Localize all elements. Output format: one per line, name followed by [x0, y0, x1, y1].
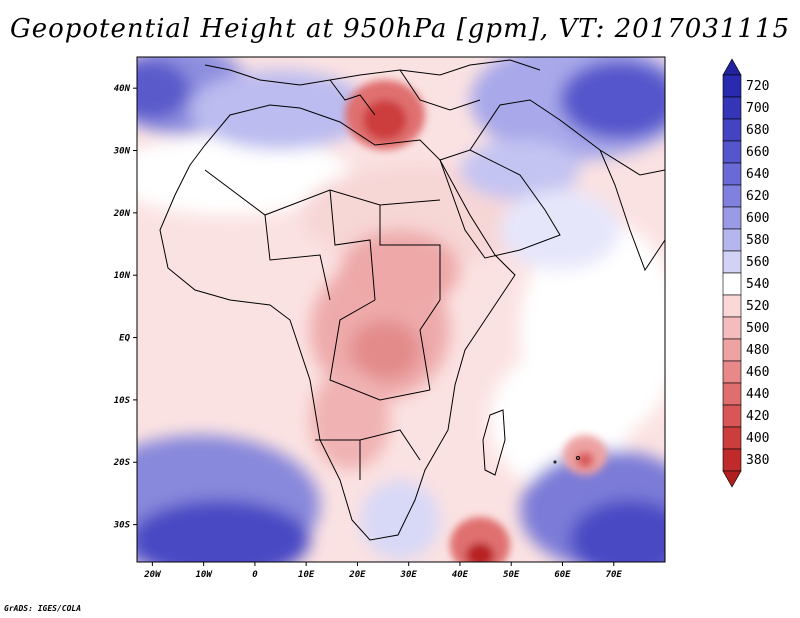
colorbar-label: 520 — [746, 299, 769, 314]
x-tick-label: 0 — [252, 570, 258, 580]
colorbar-label: 460 — [746, 365, 769, 380]
colorbar: 720 700 680 660 640 620 600 580 560 540 520 500 480 4… — [722, 58, 769, 488]
credit-label: GrADS: IGES/COLA — [4, 604, 82, 613]
colorbar-label: 700 — [746, 101, 769, 116]
map-frame — [136, 56, 666, 563]
height-field — [137, 57, 665, 562]
colorbar-swatch — [722, 272, 742, 296]
colorbar-label: 580 — [746, 233, 769, 248]
colorbar-swatch — [722, 184, 742, 208]
colorbar-label: 660 — [746, 145, 769, 160]
colorbar-label: 640 — [746, 167, 769, 182]
colorbar-label: 680 — [746, 123, 769, 138]
x-tick-label: 40E — [452, 570, 469, 580]
colorbar-swatch — [722, 228, 742, 252]
colorbar-label: 480 — [746, 343, 769, 358]
colorbar-swatch — [722, 250, 742, 274]
colorbar-label: 540 — [746, 277, 769, 292]
colorbar-label: 440 — [746, 387, 769, 402]
colorbar-label: 420 — [746, 409, 769, 424]
y-tick-label: 40N — [114, 84, 131, 94]
colorbar-swatch — [722, 338, 742, 362]
colorbar-swatch — [722, 294, 742, 318]
x-tick-label: 70E — [606, 570, 623, 580]
colorbar-swatch — [722, 206, 742, 230]
colorbar-label: 400 — [746, 431, 769, 446]
colorbar-swatch — [722, 426, 742, 450]
colorbar-bottom-triangle — [722, 470, 742, 488]
y-tick-label: 20N — [113, 209, 131, 219]
colorbar-label: 620 — [746, 189, 769, 204]
longitude-axis: 20W 10W 0 10E 20E 30E 40E 50E 60E 70E — [143, 562, 622, 580]
map-title: Geopotential Height at 950hPa [gpm], VT:… — [9, 14, 791, 44]
colorbar-label: 560 — [746, 255, 769, 270]
colorbar-label: 600 — [746, 211, 769, 226]
coastlines-and-borders — [159, 59, 665, 541]
colorbar-swatch — [722, 360, 742, 384]
colorbar-swatch — [722, 74, 742, 98]
y-tick-label: 20S — [113, 458, 131, 468]
colorbar-top-triangle — [722, 58, 742, 76]
colorbar-label: 720 — [746, 79, 769, 94]
x-tick-label: 10W — [196, 570, 214, 580]
x-tick-label: 60E — [554, 570, 571, 580]
x-tick-label: 50E — [503, 570, 520, 580]
colorbar-label: 380 — [746, 453, 769, 468]
y-tick-label: 30S — [113, 521, 131, 531]
colorbar-swatch — [722, 162, 742, 186]
colorbar-swatch — [722, 382, 742, 406]
colorbar-swatch — [722, 118, 742, 142]
colorbar-swatch — [722, 404, 742, 428]
colorbar-swatch — [722, 140, 742, 164]
y-tick-label: EQ — [119, 334, 130, 344]
latitude-axis: 40N 30N 20N 10N EQ 10S 20S 30S — [113, 84, 137, 531]
colorbar-swatch — [722, 96, 742, 120]
y-tick-label: 30N — [113, 147, 131, 157]
x-tick-label: 20E — [348, 570, 366, 580]
y-tick-label: 10N — [114, 271, 131, 281]
colorbar-swatch — [722, 448, 742, 472]
colorbar-swatch — [722, 316, 742, 340]
colorbar-label: 500 — [746, 321, 769, 336]
x-tick-label: 10E — [298, 570, 315, 580]
x-tick-label: 20W — [143, 570, 162, 580]
x-tick-label: 30E — [400, 570, 418, 580]
y-tick-label: 10S — [114, 396, 131, 406]
